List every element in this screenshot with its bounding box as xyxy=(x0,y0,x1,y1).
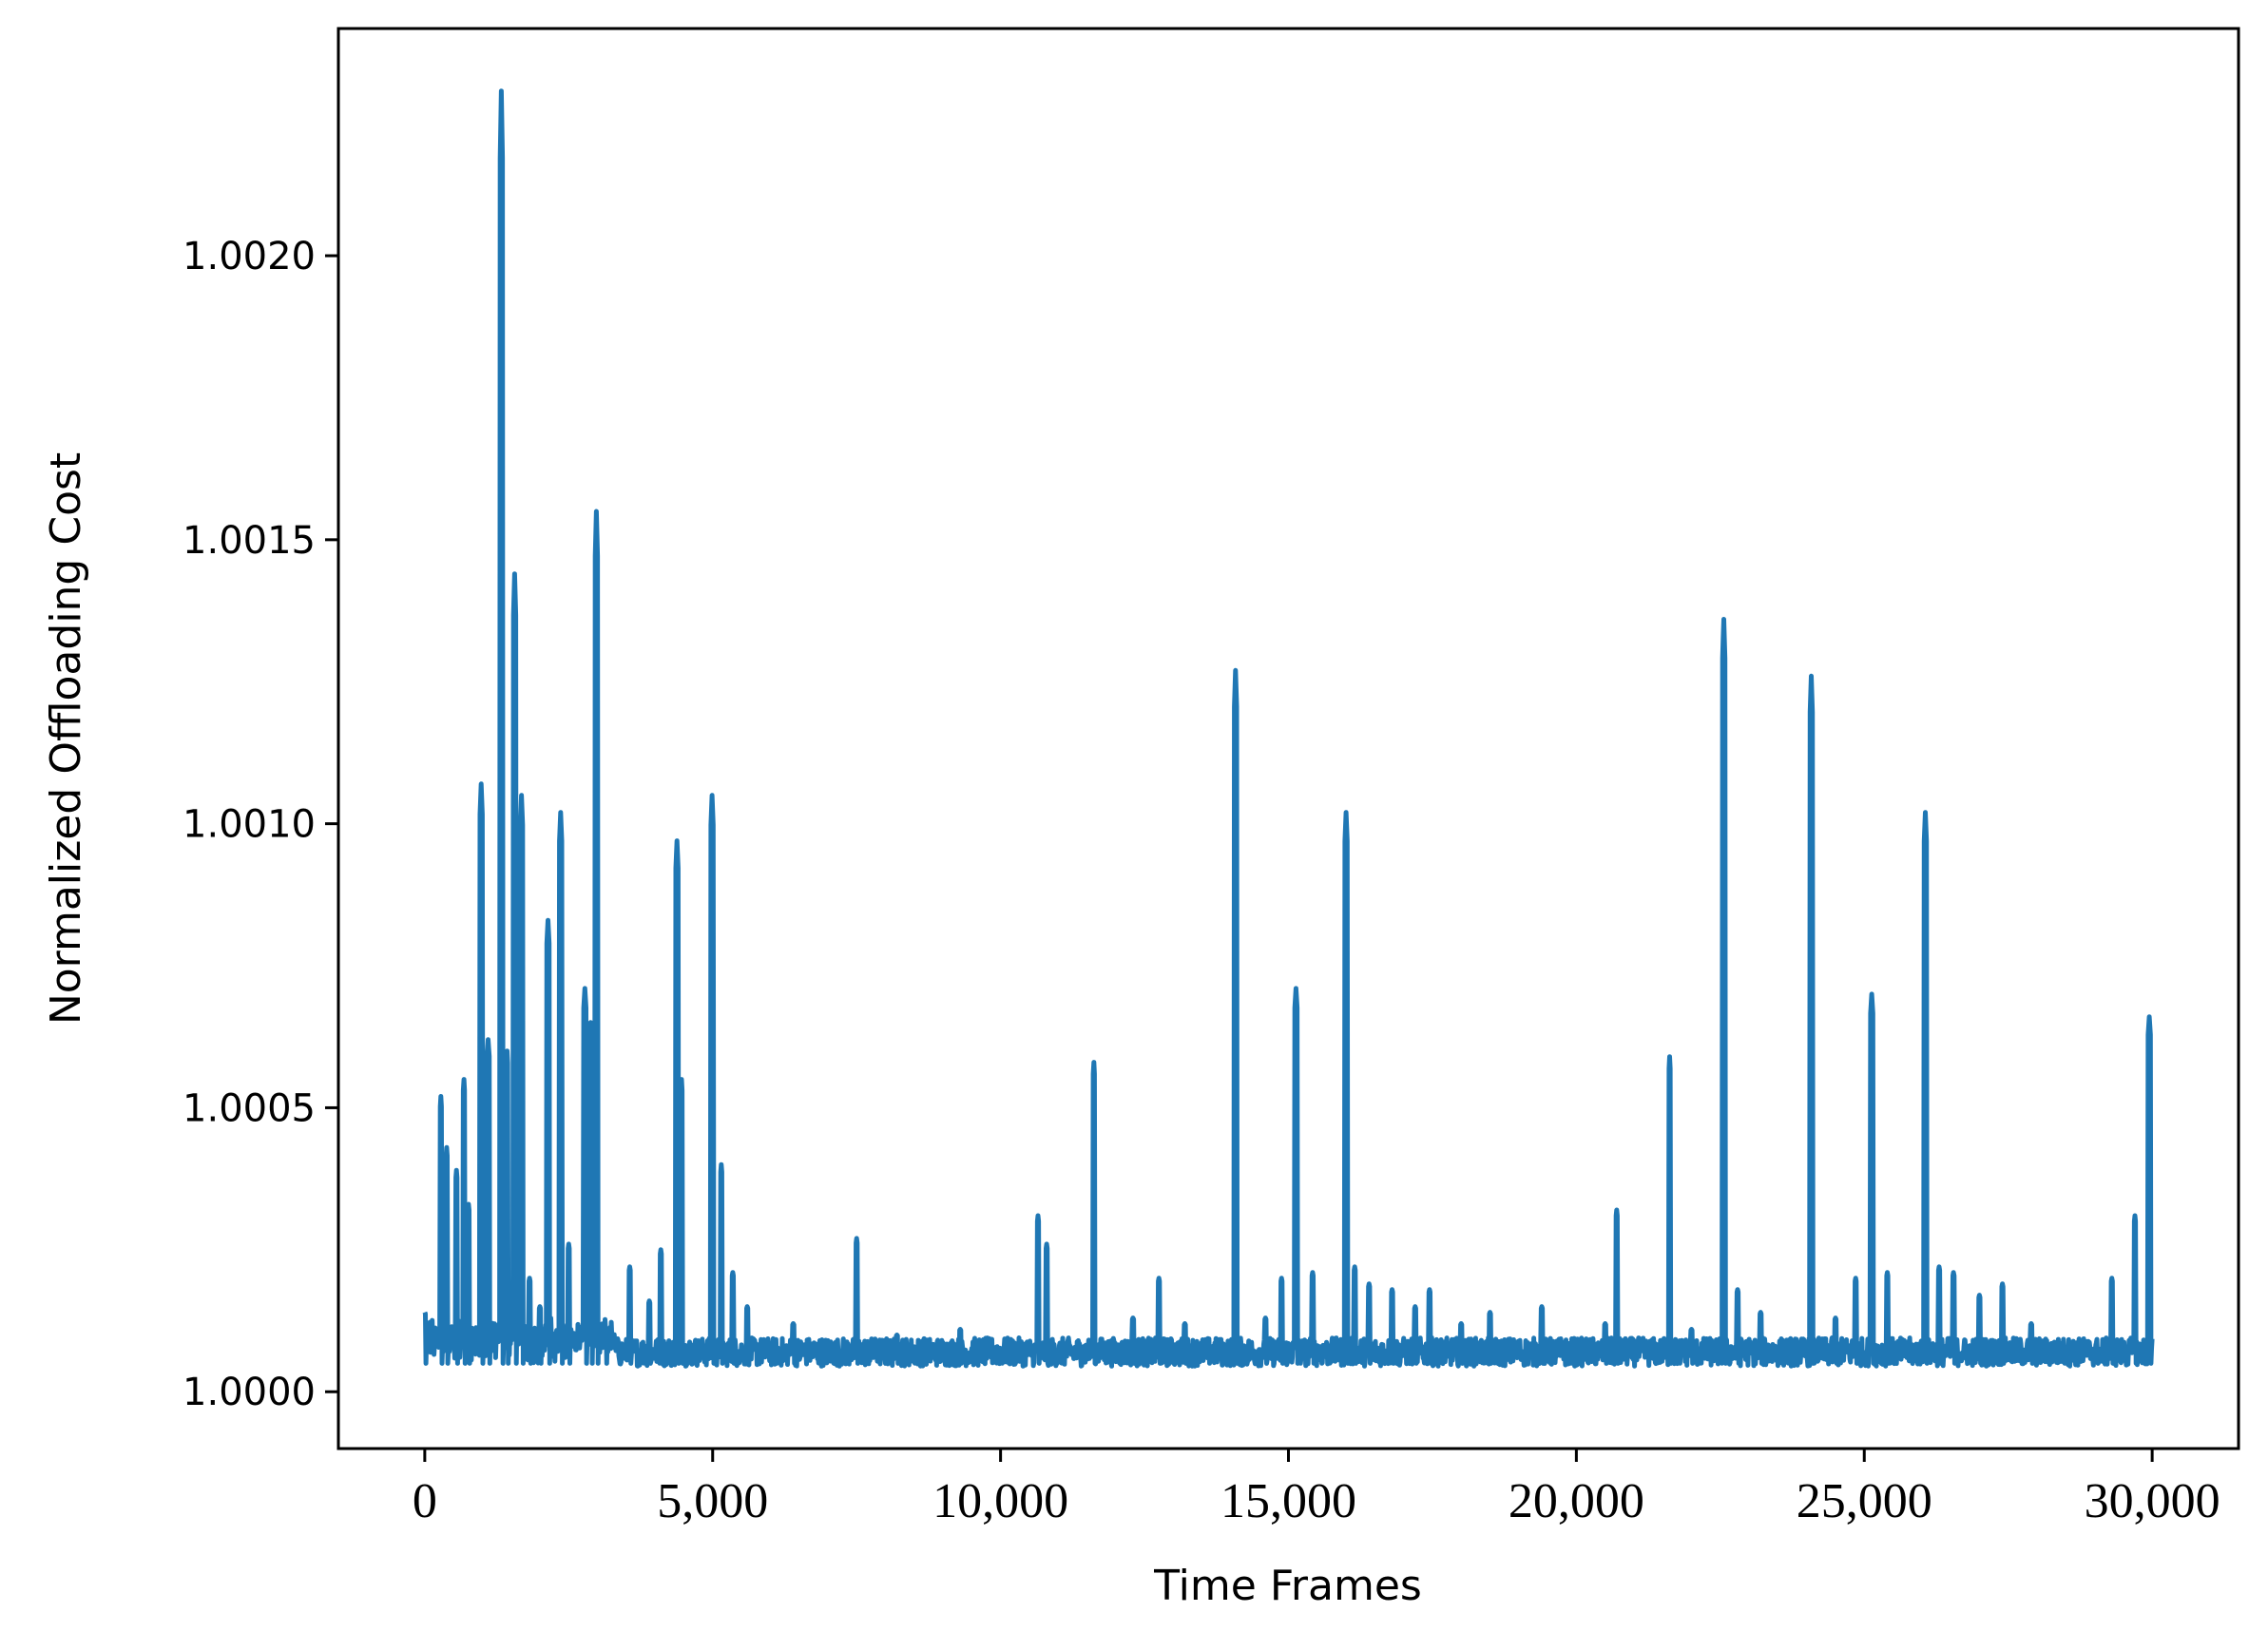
x-axis: 0 5,000 10,000 15,000 20,000 25,000 30,000 xyxy=(413,1449,2220,1528)
y-tick-label: 1.0005 xyxy=(183,1086,316,1130)
y-tick-label: 1.0015 xyxy=(183,519,316,563)
x-tick-label: 20,000 xyxy=(1509,1474,1644,1528)
y-tick-label: 1.0000 xyxy=(183,1371,316,1414)
x-tick-label: 15,000 xyxy=(1220,1474,1356,1528)
x-axis-label: Time Frames xyxy=(1153,1562,1422,1610)
y-axis-label: Normalized Offloading Cost xyxy=(42,452,90,1025)
x-tick-label: 0 xyxy=(413,1474,437,1528)
series-layer xyxy=(422,88,2155,1369)
x-tick-label: 10,000 xyxy=(932,1474,1068,1528)
x-tick-label: 30,000 xyxy=(2085,1474,2220,1528)
y-tick-label: 1.0010 xyxy=(183,803,316,847)
y-tick-label: 1.0020 xyxy=(183,235,316,278)
x-tick-label: 5,000 xyxy=(657,1474,768,1528)
x-tick-label: 25,000 xyxy=(1797,1474,1932,1528)
series-line xyxy=(422,88,2155,1369)
y-axis: 1.0000 1.0005 1.0010 1.0015 1.0020 xyxy=(183,235,338,1414)
